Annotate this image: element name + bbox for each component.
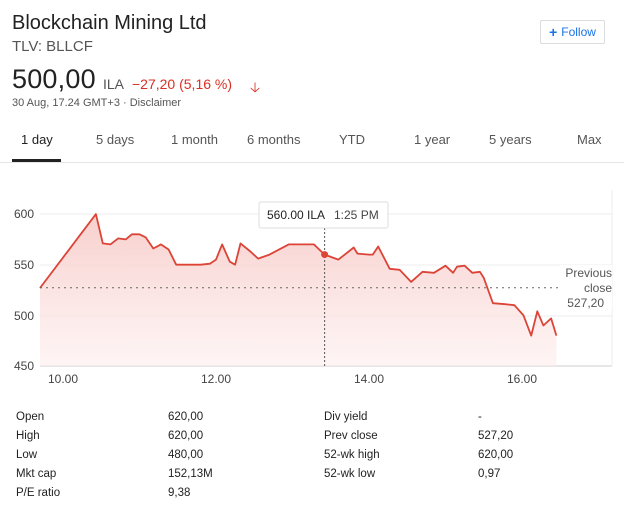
- stat-value-mkt-cap: 152,13M: [168, 468, 213, 480]
- price-chart[interactable]: 600 550 500 450 10.00 12.00 14.00 16.00 …: [0, 170, 624, 390]
- x-tick-10: 10.00: [48, 372, 78, 386]
- price-area-fill: [40, 214, 557, 366]
- stat-label-prev-close: Prev close: [324, 430, 378, 442]
- y-tick-600: 600: [14, 207, 34, 221]
- previous-close-value: 527,20: [567, 296, 604, 310]
- y-tick-550: 550: [14, 258, 34, 272]
- stat-label-open: Open: [16, 411, 45, 423]
- follow-label: Follow: [561, 25, 596, 39]
- stat-value-52wk-high: 620,00: [478, 449, 514, 461]
- tooltip-time: 1:25 PM: [334, 208, 379, 222]
- stat-label-52wk-low: 52-wk low: [324, 468, 376, 480]
- stat-label-div-yield: Div yield: [324, 411, 368, 423]
- tab-5-years[interactable]: 5 years: [489, 132, 532, 147]
- stat-value-pe-ratio: 9,38: [168, 487, 191, 499]
- tab-1-month[interactable]: 1 month: [171, 132, 218, 147]
- ticker-symbol: TLV: BLLCF: [12, 38, 93, 55]
- disclaimer-link[interactable]: Disclaimer: [129, 97, 182, 109]
- plus-icon: +: [549, 24, 558, 40]
- meta-separator: ·: [123, 97, 127, 109]
- follow-button[interactable]: + Follow: [540, 20, 605, 44]
- tab-1-year[interactable]: 1 year: [414, 132, 451, 147]
- company-name: Blockchain Mining Ltd: [12, 12, 207, 34]
- active-tab-indicator: [12, 159, 61, 162]
- tab-ytd[interactable]: YTD: [339, 132, 365, 147]
- stat-label-high: High: [16, 430, 40, 442]
- y-tick-450: 450: [14, 359, 34, 373]
- stat-label-mkt-cap: Mkt cap: [16, 468, 57, 480]
- previous-close-label-bg: [560, 265, 612, 309]
- currency-label: ILA: [103, 76, 125, 92]
- stat-value-open: 620,00: [168, 411, 204, 423]
- stat-value-div-yield: -: [478, 411, 482, 423]
- stat-label-pe-ratio: P/E ratio: [16, 487, 61, 499]
- previous-close-label-2: close: [584, 281, 612, 295]
- tabs-divider: [0, 162, 624, 163]
- tab-1-day[interactable]: 1 day: [21, 132, 53, 147]
- tooltip-price: 560.00 ILA: [267, 208, 325, 222]
- x-tick-12: 12.00: [201, 372, 231, 386]
- quote-meta: 30 Aug, 17.24 GMT+3 · Disclaimer: [12, 97, 181, 109]
- hover-point: [321, 251, 329, 259]
- current-price: 500,00: [12, 64, 96, 94]
- time-range-tabs: 1 day 5 days 1 month 6 months YTD 1 year…: [0, 120, 624, 162]
- stat-label-52wk-high: 52-wk high: [324, 449, 380, 461]
- quote-timestamp: 30 Aug, 17.24 GMT+3: [12, 97, 120, 109]
- price-change: −27,20 (5,16 %): [132, 76, 233, 92]
- previous-close-label: Previous: [565, 266, 612, 280]
- stat-label-low: Low: [16, 449, 38, 461]
- x-tick-16: 16.00: [507, 372, 537, 386]
- tab-5-days[interactable]: 5 days: [96, 132, 135, 147]
- tab-6-months[interactable]: 6 months: [247, 132, 301, 147]
- y-tick-500: 500: [14, 309, 34, 323]
- stat-value-high: 620,00: [168, 430, 204, 442]
- x-tick-14: 14.00: [354, 372, 384, 386]
- stat-value-low: 480,00: [168, 449, 204, 461]
- hover-tooltip: 560.00 ILA 1:25 PM: [258, 201, 389, 229]
- stat-value-prev-close: 527,20: [478, 430, 514, 442]
- tab-max[interactable]: Max: [577, 132, 602, 147]
- down-arrow-icon: 🡣: [250, 79, 261, 95]
- tooltip-box: [258, 201, 389, 229]
- stat-value-52wk-low: 0,97: [478, 468, 501, 480]
